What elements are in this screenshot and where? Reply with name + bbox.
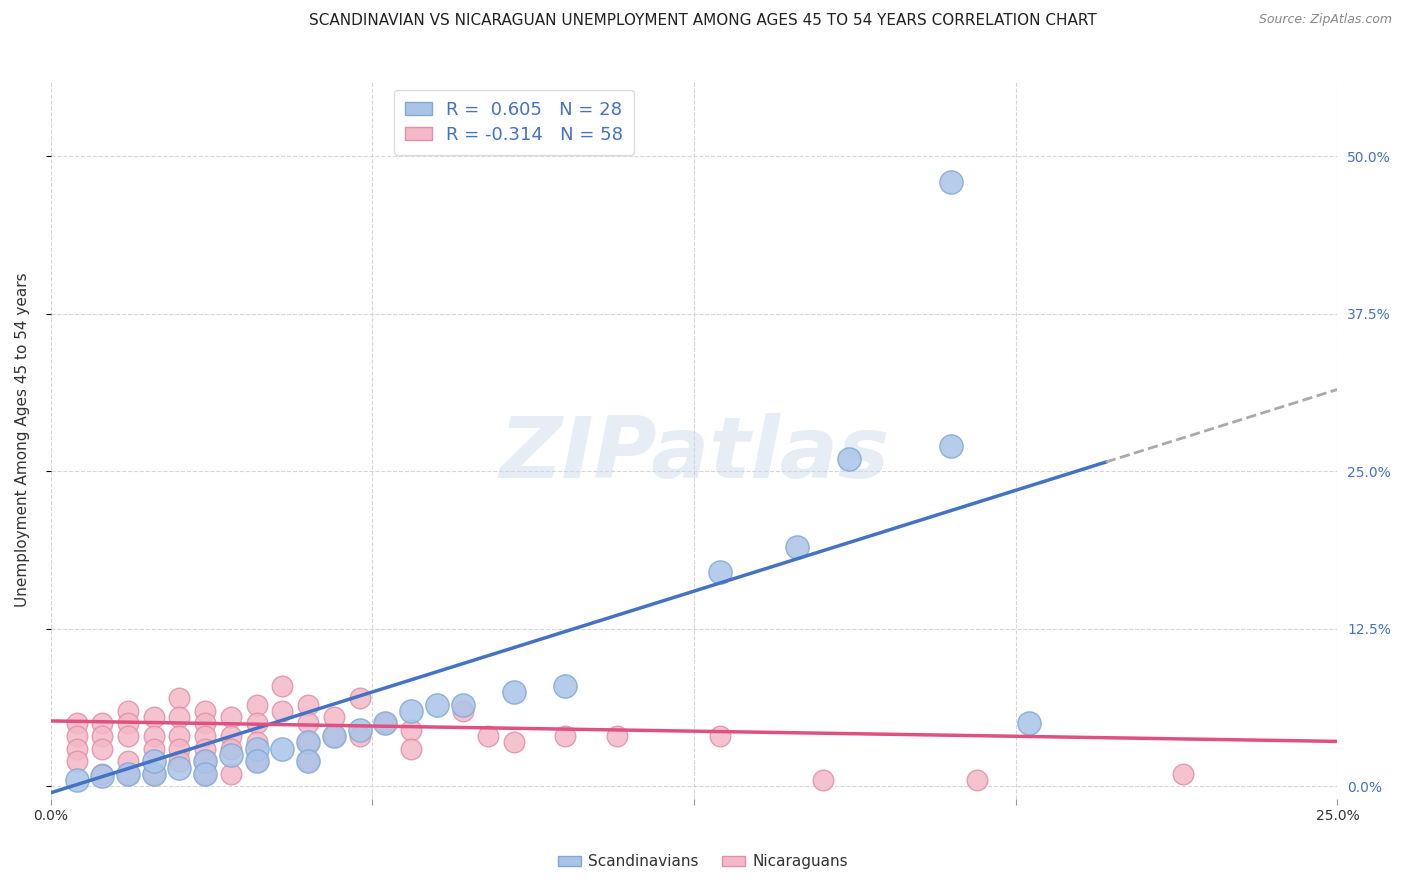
Point <box>374 716 396 731</box>
Y-axis label: Unemployment Among Ages 45 to 54 years: Unemployment Among Ages 45 to 54 years <box>15 273 30 607</box>
Point <box>142 741 165 756</box>
Point <box>91 767 114 781</box>
Point <box>65 716 87 731</box>
Point <box>142 767 165 781</box>
Point <box>709 565 731 579</box>
Point <box>399 704 422 718</box>
Point <box>194 716 217 731</box>
Point <box>117 716 139 731</box>
Legend: R =  0.605   N = 28, R = -0.314   N = 58: R = 0.605 N = 28, R = -0.314 N = 58 <box>394 90 634 154</box>
Point <box>271 741 294 756</box>
Point <box>142 767 165 781</box>
Point <box>297 754 319 768</box>
Point <box>246 698 269 712</box>
Point <box>349 723 371 737</box>
Point <box>709 729 731 743</box>
Point <box>65 773 87 788</box>
Point <box>941 174 963 188</box>
Point <box>349 691 371 706</box>
Point <box>271 679 294 693</box>
Point <box>1018 716 1040 731</box>
Point <box>554 679 576 693</box>
Point <box>941 439 963 453</box>
Point <box>451 704 474 718</box>
Point <box>142 729 165 743</box>
Point <box>194 729 217 743</box>
Point <box>194 754 217 768</box>
Point <box>322 729 344 743</box>
Point <box>142 754 165 768</box>
Point <box>169 691 191 706</box>
Point <box>606 729 628 743</box>
Text: SCANDINAVIAN VS NICARAGUAN UNEMPLOYMENT AMONG AGES 45 TO 54 YEARS CORRELATION CH: SCANDINAVIAN VS NICARAGUAN UNEMPLOYMENT … <box>309 13 1097 29</box>
Point <box>117 704 139 718</box>
Point <box>271 704 294 718</box>
Point <box>194 741 217 756</box>
Point <box>426 698 449 712</box>
Point <box>837 451 859 466</box>
Point <box>169 729 191 743</box>
Point <box>117 729 139 743</box>
Point <box>246 716 269 731</box>
Point <box>811 773 834 788</box>
Point <box>117 754 139 768</box>
Point <box>194 767 217 781</box>
Point <box>142 710 165 724</box>
Point <box>322 710 344 724</box>
Text: ZIPatlas: ZIPatlas <box>499 413 889 496</box>
Point <box>297 698 319 712</box>
Point <box>297 735 319 749</box>
Point <box>91 769 114 783</box>
Point <box>65 754 87 768</box>
Point <box>554 729 576 743</box>
Point <box>91 741 114 756</box>
Point <box>219 767 242 781</box>
Point <box>169 710 191 724</box>
Point <box>297 735 319 749</box>
Text: Source: ZipAtlas.com: Source: ZipAtlas.com <box>1258 13 1392 27</box>
Point <box>322 729 344 743</box>
Point <box>399 741 422 756</box>
Point <box>169 760 191 774</box>
Point <box>117 767 139 781</box>
Point <box>219 747 242 762</box>
Point <box>246 754 269 768</box>
Point <box>297 716 319 731</box>
Point <box>194 754 217 768</box>
Point <box>169 741 191 756</box>
Point <box>194 704 217 718</box>
Legend: Scandinavians, Nicaraguans: Scandinavians, Nicaraguans <box>551 848 855 875</box>
Point <box>219 710 242 724</box>
Point <box>399 723 422 737</box>
Point <box>169 754 191 768</box>
Point <box>966 773 988 788</box>
Point <box>349 729 371 743</box>
Point <box>1171 767 1194 781</box>
Point <box>503 735 526 749</box>
Point <box>117 767 139 781</box>
Point <box>246 741 269 756</box>
Point <box>219 741 242 756</box>
Point <box>451 698 474 712</box>
Point <box>91 716 114 731</box>
Point <box>246 754 269 768</box>
Point <box>297 754 319 768</box>
Point <box>194 767 217 781</box>
Point <box>65 741 87 756</box>
Point <box>477 729 499 743</box>
Point <box>374 716 396 731</box>
Point <box>65 729 87 743</box>
Point <box>246 735 269 749</box>
Point <box>91 729 114 743</box>
Point <box>503 685 526 699</box>
Point <box>786 540 808 554</box>
Point <box>219 729 242 743</box>
